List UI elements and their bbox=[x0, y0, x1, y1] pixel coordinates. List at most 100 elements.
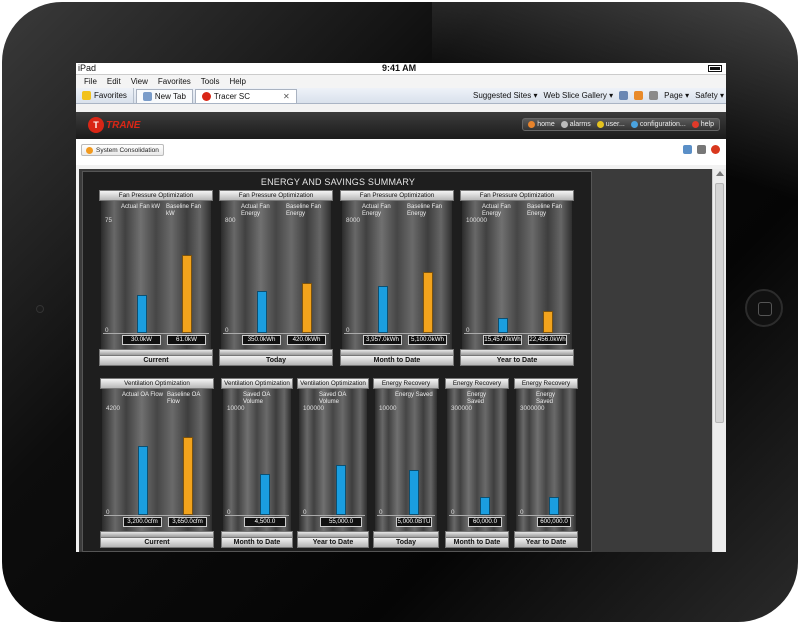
plot-baseline bbox=[464, 333, 570, 334]
data-label: 22,456.0kWh bbox=[528, 335, 567, 345]
nav-alarms[interactable]: alarms bbox=[560, 121, 591, 128]
chart-card: Ventilation Optimization 100000 0 Saved OA … bbox=[297, 378, 369, 548]
data-label: 55,000.0 bbox=[320, 517, 362, 527]
menu-help[interactable]: Help bbox=[229, 77, 246, 86]
trane-favicon-icon bbox=[201, 91, 211, 101]
chart-bar bbox=[336, 465, 346, 515]
data-label: 3,957.0kWh bbox=[363, 335, 402, 345]
chart-bar bbox=[301, 283, 312, 333]
data-label: 3,200.0cfm bbox=[123, 517, 162, 527]
favorites-button[interactable]: Favorites bbox=[76, 88, 134, 103]
safety-menu-button[interactable]: Safety ▾ bbox=[695, 91, 724, 100]
status-bar: iPad 9:41 AM bbox=[76, 63, 726, 75]
chart-bar bbox=[256, 291, 267, 333]
chart-title: Energy Recovery bbox=[445, 378, 509, 389]
page-menu-button[interactable]: Page ▾ bbox=[664, 91, 690, 100]
monitor-icon bbox=[630, 121, 638, 128]
chart-bar bbox=[409, 470, 419, 515]
data-label: 15,457.0kWh bbox=[483, 335, 522, 345]
series-label: Baseline Fan Energy bbox=[527, 204, 563, 217]
series-label: Baseline Fan Energy bbox=[407, 204, 443, 217]
chart-bar bbox=[497, 318, 508, 333]
y-axis-min-label: 0 bbox=[466, 327, 470, 334]
feeds-icon[interactable] bbox=[634, 91, 644, 100]
menu-file[interactable]: File bbox=[84, 77, 97, 86]
series-label: Saved OA Volume bbox=[243, 392, 271, 405]
nav-user[interactable]: user... bbox=[596, 121, 625, 128]
app-header: T TRANE home alarms user... configuratio… bbox=[76, 112, 726, 139]
home-page-icon[interactable] bbox=[619, 91, 629, 100]
chart-period-label: Month to Date bbox=[340, 355, 454, 366]
chart-title: Fan Pressure Optimization bbox=[340, 190, 454, 201]
front-camera bbox=[36, 305, 44, 313]
close-tab-icon[interactable]: ✕ bbox=[283, 91, 290, 101]
status-time: 9:41 AM bbox=[382, 63, 417, 73]
web-slice-gallery-button[interactable]: Web Slice Gallery ▾ bbox=[543, 91, 614, 100]
data-label: 60,000.0 bbox=[468, 517, 502, 527]
y-axis-min-label: 0 bbox=[303, 509, 307, 516]
chart-card: Fan Pressure Optimization 100000 0 Actual F… bbox=[460, 190, 574, 366]
menu-view[interactable]: View bbox=[130, 77, 148, 86]
app-nav: home alarms user... configuration... hel… bbox=[522, 118, 720, 131]
trane-logo-mark: T bbox=[88, 117, 104, 133]
chart-period-label: Year to Date bbox=[514, 537, 578, 548]
chart-bar bbox=[182, 437, 193, 515]
chart-bar bbox=[542, 311, 553, 333]
summary-panel: ENERGY AND SAVINGS SUMMARY Fan Pressure … bbox=[82, 171, 592, 552]
tab-bar: Favorites New Tab Tracer SC ✕ Suggested … bbox=[76, 88, 726, 104]
tab-new-tab[interactable]: New Tab bbox=[135, 88, 193, 103]
breadcrumb-row: System Consolidation bbox=[76, 139, 726, 165]
print-page-icon[interactable] bbox=[697, 145, 706, 154]
chart-title: Fan Pressure Optimization bbox=[219, 190, 333, 201]
fullscreen-icon[interactable] bbox=[683, 145, 692, 154]
y-axis-min-label: 0 bbox=[346, 327, 350, 334]
menu-edit[interactable]: Edit bbox=[106, 77, 121, 86]
vertical-scrollbar[interactable] bbox=[712, 169, 726, 552]
series-label: Energy Saved bbox=[395, 392, 433, 398]
help-page-icon[interactable] bbox=[711, 145, 720, 154]
series-label: Energy Saved bbox=[467, 392, 487, 405]
chart-card: Energy Recovery 3000000 0 Energy Saved 600,0… bbox=[514, 378, 578, 548]
trane-logo-text: TRANE bbox=[106, 119, 141, 131]
data-label: 4,500.0 bbox=[244, 517, 286, 527]
tab-tracer-sc[interactable]: Tracer SC ✕ bbox=[194, 88, 297, 103]
system-icon bbox=[86, 146, 93, 154]
nav-configuration[interactable]: configuration... bbox=[630, 121, 686, 128]
series-label: Actual Fan Energy bbox=[362, 204, 391, 217]
nav-home[interactable]: home bbox=[528, 121, 555, 128]
series-label: Actual Fan Energy bbox=[482, 204, 511, 217]
chart-bar bbox=[377, 286, 388, 333]
chart-card: Fan Pressure Optimization 800 0 Actual Fan … bbox=[219, 190, 333, 366]
y-axis-max-label: 4200 bbox=[106, 405, 121, 412]
chart-title: Ventilation Optimization bbox=[100, 378, 214, 389]
help-icon bbox=[691, 121, 699, 128]
y-axis-max-label: 75 bbox=[105, 217, 113, 224]
series-label: Baseline OA Flow bbox=[167, 392, 201, 405]
chart-card: Energy Recovery 300000 0 Energy Saved 60,000… bbox=[445, 378, 509, 548]
favorites-label: Favorites bbox=[94, 91, 127, 100]
nav-help[interactable]: help bbox=[691, 121, 714, 128]
breadcrumb[interactable]: System Consolidation bbox=[81, 144, 164, 156]
chart-plot: 100000 0 Actual Fan Energy 15,457.0kWh Basel… bbox=[462, 201, 572, 349]
home-button[interactable] bbox=[745, 289, 783, 327]
chart-bar bbox=[549, 497, 559, 515]
menu-tools[interactable]: Tools bbox=[200, 77, 220, 86]
series-label: Actual Fan Energy bbox=[241, 204, 270, 217]
y-axis-min-label: 0 bbox=[225, 327, 229, 334]
plot-baseline bbox=[225, 515, 289, 516]
user-icon bbox=[596, 121, 604, 128]
scroll-thumb[interactable] bbox=[715, 183, 724, 423]
chart-title: Ventilation Optimization bbox=[221, 378, 293, 389]
menu-favorites[interactable]: Favorites bbox=[157, 77, 191, 86]
suggested-sites-button[interactable]: Suggested Sites ▾ bbox=[472, 91, 538, 100]
chart-period-label: Current bbox=[99, 355, 213, 366]
chart-card: Energy Recovery 10000 0 Energy Saved 5,000.0… bbox=[373, 378, 439, 548]
nav-home-label: home bbox=[537, 121, 555, 128]
print-icon[interactable] bbox=[649, 91, 659, 100]
y-axis-max-label: 10000 bbox=[379, 405, 397, 412]
y-axis-min-label: 0 bbox=[520, 509, 524, 516]
scroll-up-icon[interactable] bbox=[716, 171, 724, 176]
nav-help-label: help bbox=[700, 121, 714, 128]
data-label: 61.0kW bbox=[167, 335, 206, 345]
y-axis-min-label: 0 bbox=[379, 509, 383, 516]
